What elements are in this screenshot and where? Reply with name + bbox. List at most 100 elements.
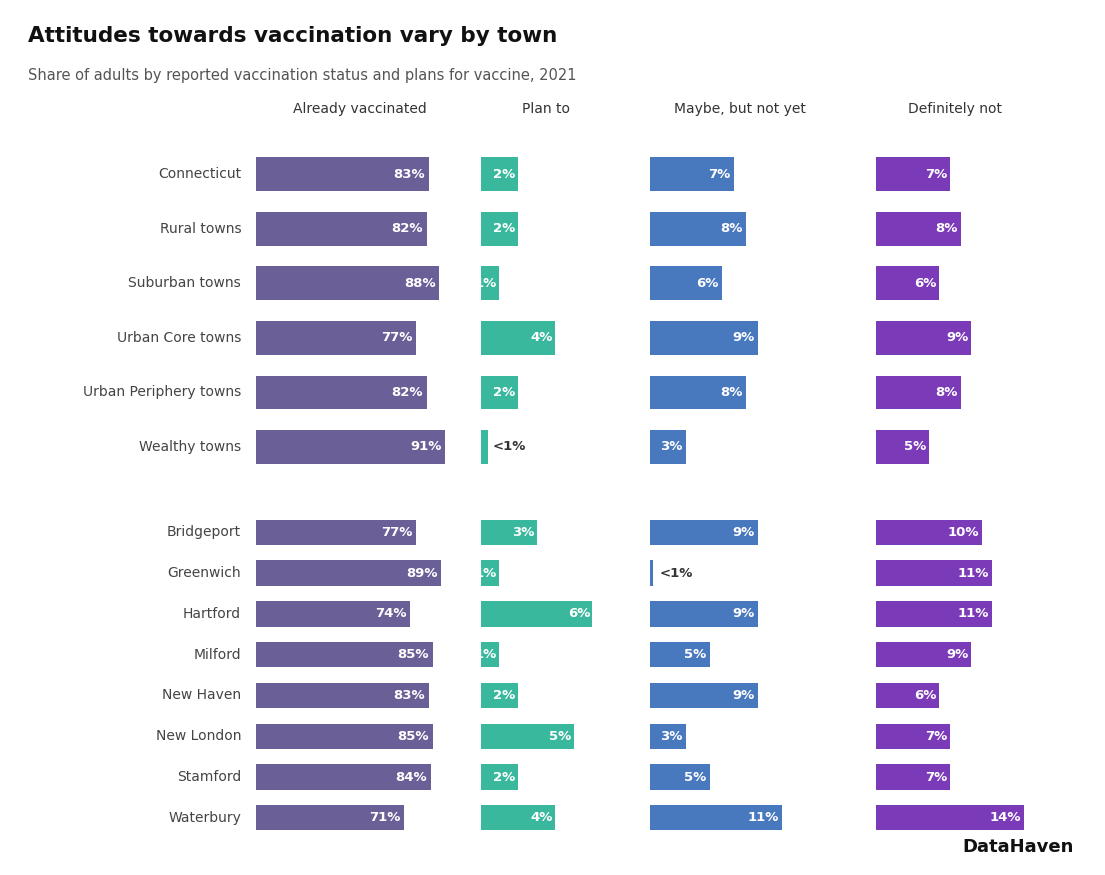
Text: 2%: 2% [493, 222, 516, 235]
Text: 9%: 9% [733, 526, 755, 539]
Text: Already vaccinated: Already vaccinated [293, 102, 428, 116]
Text: Urban Core towns: Urban Core towns [117, 331, 241, 345]
Bar [876, 724, 950, 749]
Text: 6%: 6% [568, 607, 590, 620]
Text: 82%: 82% [391, 222, 423, 235]
Text: Stamford: Stamford [177, 770, 241, 784]
Text: 88%: 88% [403, 276, 435, 290]
Text: <1%: <1% [660, 567, 693, 579]
Text: Plan to: Plan to [522, 102, 570, 116]
Text: 9%: 9% [946, 648, 968, 662]
Text: 8%: 8% [935, 222, 958, 235]
Text: 7%: 7% [708, 168, 730, 181]
Text: 71%: 71% [369, 811, 400, 824]
Text: 6%: 6% [914, 689, 937, 702]
Text: Waterbury: Waterbury [168, 811, 241, 825]
Bar [650, 601, 758, 626]
Text: 9%: 9% [946, 332, 968, 345]
Text: 83%: 83% [393, 689, 425, 702]
Bar [876, 158, 950, 191]
Text: Suburban towns: Suburban towns [128, 276, 241, 290]
Bar [650, 805, 782, 830]
Bar [481, 805, 555, 830]
Bar [650, 212, 746, 246]
Text: 10%: 10% [947, 526, 979, 539]
Bar [876, 212, 960, 246]
Text: Hartford: Hartford [183, 607, 241, 621]
Bar [481, 321, 555, 354]
Text: Urban Periphery towns: Urban Periphery towns [83, 385, 241, 399]
Bar [481, 375, 518, 410]
Text: 85%: 85% [398, 648, 429, 662]
Bar [876, 642, 971, 668]
Text: Definitely not: Definitely not [908, 102, 1002, 116]
Bar [876, 601, 992, 626]
Text: Bridgeport: Bridgeport [167, 525, 241, 539]
Text: Share of adults by reported vaccination status and plans for vaccine, 2021: Share of adults by reported vaccination … [28, 68, 576, 83]
Text: 2%: 2% [493, 168, 516, 181]
Bar [256, 560, 441, 585]
Text: 5%: 5% [904, 440, 926, 453]
Bar [876, 375, 960, 410]
Bar [650, 158, 734, 191]
Text: 2%: 2% [493, 689, 516, 702]
Text: Connecticut: Connecticut [158, 167, 241, 181]
Text: 8%: 8% [935, 386, 958, 399]
Bar [650, 560, 653, 585]
Text: 9%: 9% [733, 332, 755, 345]
Text: 6%: 6% [696, 276, 718, 290]
Bar [481, 642, 499, 668]
Bar [481, 158, 518, 191]
Text: 77%: 77% [381, 332, 412, 345]
Bar [876, 765, 950, 790]
Text: 5%: 5% [549, 730, 571, 743]
Text: 3%: 3% [512, 526, 534, 539]
Bar [481, 765, 518, 790]
Text: Rural towns: Rural towns [159, 221, 241, 235]
Bar [256, 267, 439, 300]
Text: 2%: 2% [493, 386, 516, 399]
Text: 83%: 83% [393, 168, 425, 181]
Bar [876, 520, 981, 545]
Text: Greenwich: Greenwich [168, 566, 241, 580]
Bar [256, 430, 445, 464]
Text: 7%: 7% [925, 168, 947, 181]
Bar [481, 560, 499, 585]
Text: 8%: 8% [720, 386, 743, 399]
Bar [256, 682, 429, 708]
Bar [650, 642, 709, 668]
Text: 84%: 84% [396, 771, 428, 783]
Text: 11%: 11% [747, 811, 779, 824]
Bar [256, 375, 427, 410]
Bar [256, 724, 433, 749]
Text: 3%: 3% [660, 730, 683, 743]
Text: 7%: 7% [925, 771, 947, 783]
Text: 91%: 91% [410, 440, 442, 453]
Text: 1%: 1% [475, 648, 497, 662]
Text: Wealthy towns: Wealthy towns [139, 440, 241, 454]
Text: 1%: 1% [475, 276, 497, 290]
Text: DataHaven: DataHaven [962, 837, 1074, 856]
Text: 4%: 4% [530, 811, 552, 824]
Text: 5%: 5% [684, 648, 706, 662]
Text: 8%: 8% [720, 222, 743, 235]
Bar [256, 520, 417, 545]
Bar [650, 321, 758, 354]
Bar [876, 560, 992, 585]
Bar [650, 375, 746, 410]
Text: 11%: 11% [958, 567, 989, 579]
Text: Attitudes towards vaccination vary by town: Attitudes towards vaccination vary by to… [28, 26, 557, 46]
Bar [650, 520, 758, 545]
Bar [650, 724, 686, 749]
Text: 6%: 6% [914, 276, 937, 290]
Text: 3%: 3% [660, 440, 683, 453]
Text: 14%: 14% [989, 811, 1021, 824]
Text: Milford: Milford [193, 648, 241, 662]
Text: 85%: 85% [398, 730, 429, 743]
Text: 77%: 77% [381, 526, 412, 539]
Bar [650, 267, 722, 300]
Bar [481, 724, 573, 749]
Bar [256, 212, 427, 246]
Bar [256, 805, 403, 830]
Text: 1%: 1% [475, 567, 497, 579]
